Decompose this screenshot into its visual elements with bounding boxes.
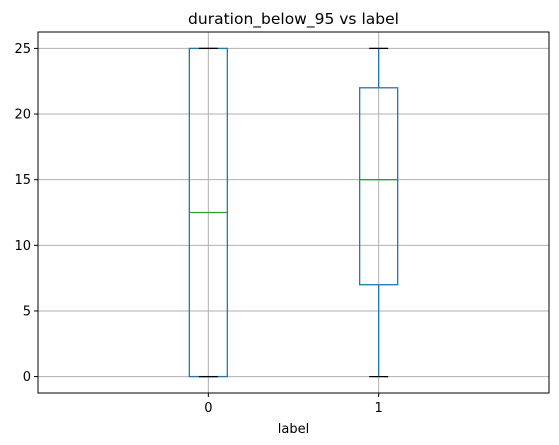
iqr-box <box>359 87 399 286</box>
boxes <box>188 47 399 378</box>
y-tick-label: 15 <box>14 173 31 188</box>
plot-area-frame <box>37 31 550 394</box>
y-tick-label: 20 <box>14 108 31 123</box>
y-tick-label: 10 <box>14 239 31 254</box>
x-tick-label: 1 <box>375 401 383 416</box>
y-tick-label: 25 <box>14 42 31 57</box>
chart-title: duration_below_95 vs label <box>188 10 399 29</box>
grid-lines <box>38 32 549 393</box>
box-1 <box>359 47 399 378</box>
x-axis-title: label <box>278 422 309 437</box>
axis-ticks: 0 5 10 15 20 25 0 1 <box>14 42 382 416</box>
y-tick-label: 5 <box>23 304 31 319</box>
y-tick-label: 0 <box>23 370 31 385</box>
box-0 <box>188 47 228 378</box>
x-tick-label: 0 <box>204 401 212 416</box>
